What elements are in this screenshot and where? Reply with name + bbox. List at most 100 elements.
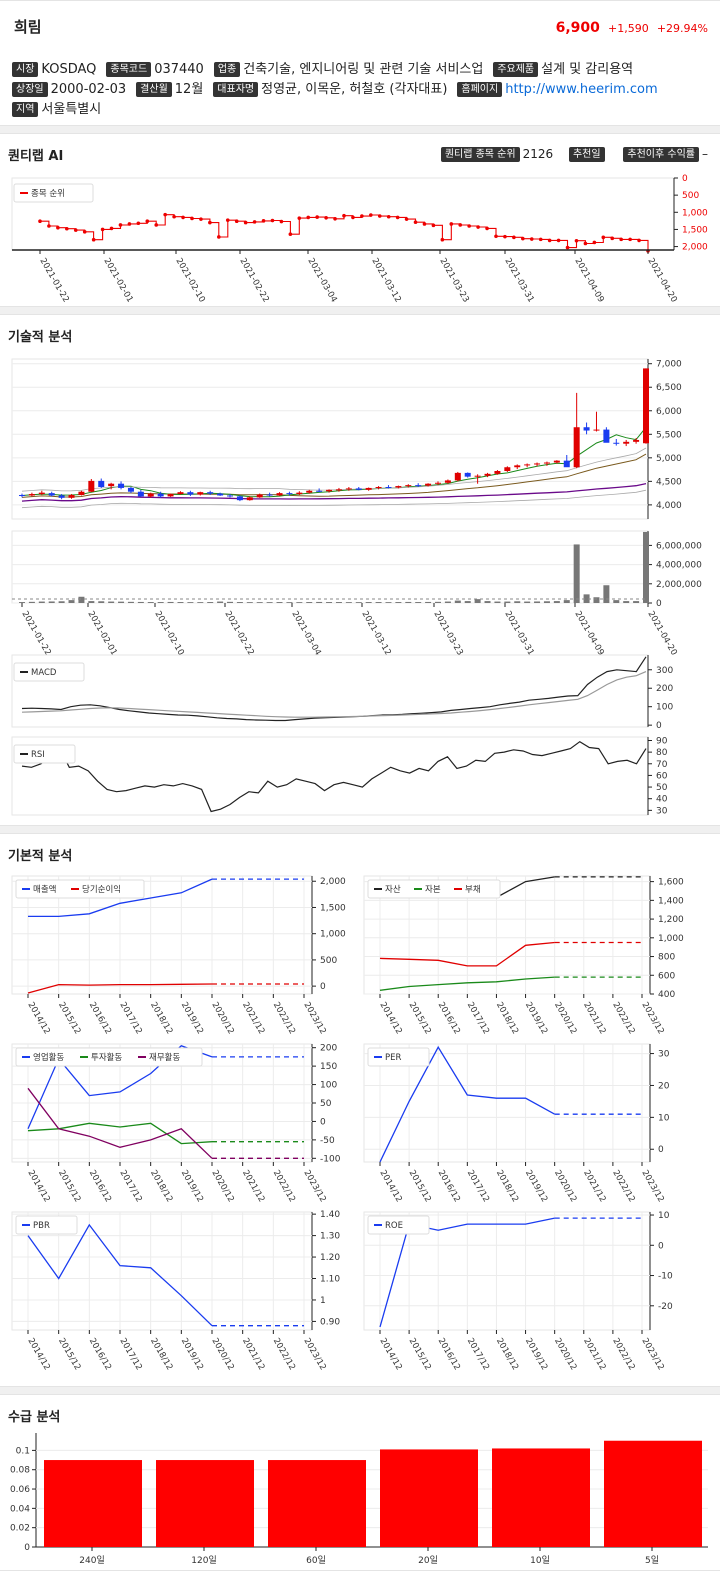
y-tick-label: 0.04 <box>10 1504 30 1514</box>
volume-bar <box>227 601 233 603</box>
period-label: 2021/12 <box>581 1337 607 1373</box>
legend-box <box>15 879 145 899</box>
volume-bar <box>494 601 501 603</box>
y-tick-label: 0 <box>682 174 688 184</box>
candle-body <box>375 487 382 488</box>
series-line <box>379 1045 556 1163</box>
rank-point <box>163 212 167 217</box>
period-label: 2014/12 <box>25 1337 51 1373</box>
candle-body <box>583 427 590 431</box>
x-tick-label: 2021-03-23 <box>431 610 464 658</box>
candle-body <box>514 465 521 468</box>
period-label: 2023/12 <box>639 1337 665 1373</box>
x-tick-label: 2021-03-12 <box>359 610 392 658</box>
volume-bar <box>524 601 531 603</box>
y-tick-label: 10 <box>658 1211 670 1221</box>
volume-bar <box>643 531 649 603</box>
period-label: 2023/12 <box>639 1169 665 1205</box>
candle-body <box>395 486 402 488</box>
candle-body <box>494 471 501 474</box>
period-label: 2017/12 <box>117 1169 143 1205</box>
volume-bar <box>276 602 283 603</box>
series-line <box>28 878 213 918</box>
y-tick-label: 30 <box>658 1050 670 1060</box>
period-label: 2014/12 <box>377 1337 403 1373</box>
period-label: 2016/12 <box>87 1337 113 1373</box>
rank-point <box>404 217 409 221</box>
candle-body <box>48 493 55 496</box>
volume-bar <box>543 601 550 603</box>
legend-label: PBR <box>33 1221 50 1231</box>
stock-name: 희림 <box>14 18 42 36</box>
rank-point <box>127 222 132 226</box>
candle-body <box>236 496 243 501</box>
volume-bar <box>306 602 313 603</box>
period-label: 2022/12 <box>610 1169 636 1205</box>
volume-bar <box>484 601 491 603</box>
volume-bar <box>68 600 75 603</box>
x-tick-label: 2021-04-09 <box>572 610 605 658</box>
volume-bar <box>553 601 560 603</box>
rsi-line <box>21 740 647 813</box>
y-tick-label: 60 <box>656 771 668 781</box>
period-label: 2015/12 <box>407 1169 433 1205</box>
volume-bar <box>167 601 174 603</box>
y-tick-label: -50 <box>320 1136 335 1146</box>
supply-bar <box>156 1460 254 1547</box>
y-tick-label: 1.10 <box>320 1275 340 1285</box>
volume-bar <box>28 601 35 603</box>
info-value: 2000-02-03 <box>50 82 127 97</box>
volume-bar <box>19 602 25 603</box>
candle-body <box>623 441 630 444</box>
candle-body <box>38 492 45 495</box>
candle-body <box>454 472 461 481</box>
legend-label: PER <box>385 1053 401 1063</box>
x-tick-label: 2021-03-23 <box>437 257 470 305</box>
volume-bar <box>88 601 95 603</box>
stock-info-tags: 시장 KOSDAQ 종목코드 037440 업종 건축기술, 엔지니어링 및 관련 기술 … <box>12 60 668 120</box>
volume-bar <box>118 601 125 603</box>
period-label: 2014/12 <box>377 1001 403 1037</box>
period-label: 2020/12 <box>552 1001 578 1037</box>
x-tick-label: 60일 <box>306 1555 326 1566</box>
candle-body <box>345 488 352 490</box>
y-tick-label: 6,000,000 <box>656 541 702 551</box>
rank-point <box>47 224 51 228</box>
candle-body <box>553 460 560 463</box>
return-value: – <box>702 147 708 161</box>
plot-frame <box>11 358 649 520</box>
volume-bar <box>454 600 461 603</box>
candle-body <box>524 464 531 466</box>
volume-bar <box>534 601 541 603</box>
period-label: 2016/12 <box>436 1001 462 1037</box>
period-label: 2022/12 <box>271 1001 297 1037</box>
volume-bar <box>623 601 630 603</box>
y-tick-label: 0 <box>656 599 662 609</box>
quantilab-card: 퀀티랩 AI 퀀티랩 종목 순위 2126 추천일 추천이후 수익률 – 0 500 1… <box>0 133 720 307</box>
period-label: 2018/12 <box>148 1001 174 1037</box>
period-label: 2017/12 <box>465 1169 491 1205</box>
period-label: 2018/12 <box>494 1337 520 1373</box>
info-value: KOSDAQ <box>41 62 97 77</box>
rank-line <box>40 214 649 251</box>
volume-bar <box>375 602 382 603</box>
quantilab-summary: 퀀티랩 종목 순위 2126 추천일 추천이후 수익률 – <box>440 147 708 162</box>
return-tag: 추천이후 수익률 <box>623 147 699 162</box>
legend-box <box>367 1047 430 1067</box>
volume-bar <box>157 602 164 603</box>
x-tick-label: 20일 <box>418 1555 438 1566</box>
rec-date-tag: 추천일 <box>568 147 605 162</box>
rank-point <box>217 235 221 239</box>
rank-point <box>91 237 96 242</box>
period-label: 2022/12 <box>271 1337 297 1373</box>
x-tick-label: 2021-03-04 <box>289 610 322 658</box>
y-tick-label: 100 <box>320 1081 337 1091</box>
homepage-link[interactable]: http://www.heerim.com <box>505 82 658 97</box>
rank-point <box>574 238 579 243</box>
candle-body <box>425 483 432 486</box>
rank-point <box>476 225 480 229</box>
supply-bar <box>380 1449 478 1547</box>
volume-bar <box>98 601 105 603</box>
period-label: 2022/12 <box>610 1001 636 1037</box>
